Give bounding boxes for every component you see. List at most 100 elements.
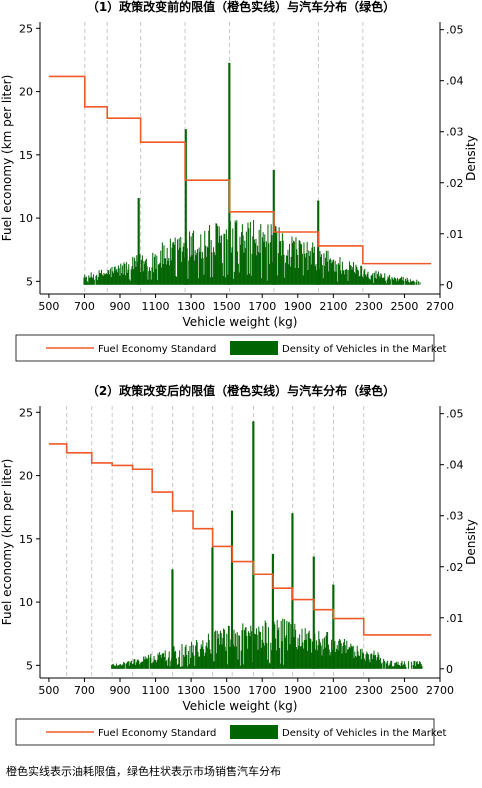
density-bar: [93, 279, 95, 285]
density-bar: [222, 637, 224, 669]
density-spike: [271, 553, 274, 669]
density-bar: [237, 251, 239, 285]
density-bar: [354, 273, 356, 285]
density-bar: [213, 252, 215, 285]
density-bar: [406, 277, 408, 285]
density-bar: [114, 266, 116, 285]
density-bar: [168, 651, 170, 669]
density-bar: [308, 630, 310, 669]
density-bar: [391, 666, 393, 669]
density-bar: [284, 277, 286, 285]
density-bar: [258, 229, 260, 285]
density-bar: [319, 642, 321, 669]
density-bar: [88, 275, 90, 285]
density-bar: [281, 641, 283, 669]
density-bar: [250, 275, 252, 285]
x-tick-label: 900: [110, 300, 131, 313]
density-bar: [136, 255, 138, 285]
density-bar: [86, 280, 88, 285]
density-bar: [203, 649, 205, 669]
density-bar: [282, 240, 284, 285]
density-bar: [353, 658, 355, 669]
density-bar: [367, 654, 369, 669]
density-bar: [400, 277, 402, 285]
density-bar: [147, 654, 149, 669]
density-bar: [141, 255, 143, 285]
legend-standard-label: Fuel Economy Standard: [98, 728, 216, 739]
density-bar: [192, 233, 194, 285]
density-bar: [254, 633, 256, 669]
density-bar: [303, 639, 305, 669]
density-bar: [339, 638, 341, 669]
density-spike: [230, 510, 234, 669]
density-bar: [388, 665, 390, 669]
density-bar: [184, 646, 186, 669]
density-bar: [174, 652, 176, 669]
density-bar: [416, 661, 418, 669]
density-bar: [375, 270, 377, 285]
y-tick-label: 20: [19, 86, 33, 99]
density-bar: [301, 253, 303, 285]
density-bar: [342, 646, 344, 669]
density-bar: [218, 226, 220, 285]
density-bar: [387, 660, 389, 669]
density-bar: [101, 274, 103, 285]
density-bar: [106, 274, 108, 285]
density-bar: [175, 658, 177, 669]
density-bar: [293, 240, 295, 285]
density-bar: [259, 253, 261, 285]
density-bar: [326, 631, 328, 669]
density-bar: [245, 248, 247, 285]
density-bar: [367, 271, 369, 285]
density-bar: [397, 277, 399, 285]
legend: Fuel Economy Standard Density of Vehicles…: [15, 718, 447, 746]
y-axis-label: Fuel economy (km per liter): [0, 75, 14, 242]
y2-tick-label: .02: [446, 561, 464, 574]
density-bar: [263, 642, 265, 669]
density-bar: [157, 264, 159, 285]
density-bar: [187, 666, 189, 669]
density-bar: [325, 635, 327, 669]
density-bar: [405, 666, 407, 669]
density-bar: [315, 640, 317, 669]
density-bar: [399, 666, 401, 669]
density-bar: [234, 646, 236, 669]
density-bar: [198, 656, 200, 669]
density-bar: [347, 648, 349, 669]
density-bar: [309, 251, 311, 285]
density-bar: [97, 277, 99, 285]
density-bar: [365, 654, 367, 669]
density-bar: [297, 267, 299, 285]
density-bar: [401, 660, 403, 669]
density-bar: [349, 647, 351, 669]
density-bar: [199, 656, 201, 669]
density-bar: [167, 657, 169, 669]
density-bar: [417, 664, 419, 669]
density-bar: [131, 664, 133, 669]
density-bar: [232, 644, 234, 669]
density-bar: [93, 274, 95, 285]
y-tick-label: 10: [19, 212, 33, 225]
density-bar: [417, 281, 419, 285]
density-bar: [303, 242, 305, 285]
density-bar: [219, 630, 221, 669]
density-bar: [217, 225, 219, 285]
density-bar: [337, 263, 339, 285]
density-bar: [327, 632, 329, 669]
density-bar: [284, 637, 286, 669]
chart-panel-1: （1）政策改变前的限值（橙色实线）与汽车分布（绿色） 500 700 900 1100 1…: [0, 0, 478, 362]
density-bar: [142, 271, 144, 285]
y2-tick-label: .05: [446, 408, 464, 421]
density-bar: [154, 659, 156, 669]
density-bar: [363, 270, 365, 285]
density-bar: [290, 623, 292, 669]
density-bar: [180, 236, 182, 285]
density-bar: [278, 627, 280, 669]
density-bar: [393, 277, 395, 285]
density-bar: [257, 245, 259, 285]
y-tick-label: 25: [19, 406, 33, 419]
density-bar: [181, 644, 183, 669]
density-bar: [199, 648, 201, 669]
density-bar: [219, 644, 221, 669]
density-bar: [149, 270, 151, 285]
